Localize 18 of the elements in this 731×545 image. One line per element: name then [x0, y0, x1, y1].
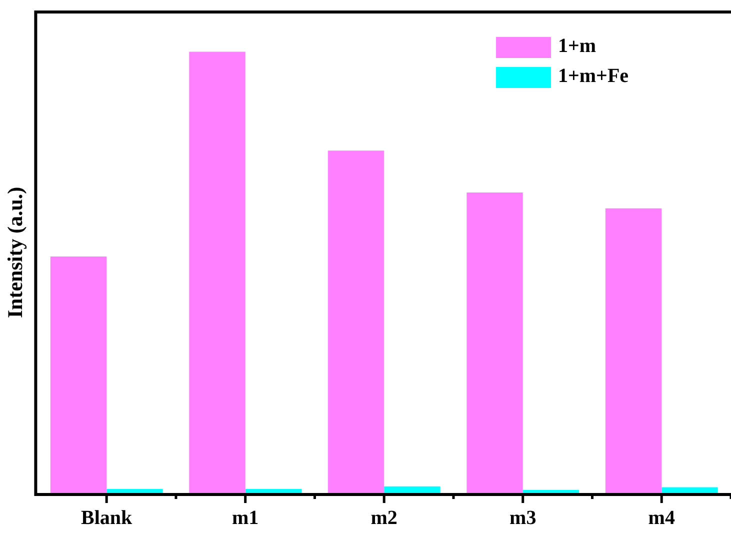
x-tick-label: m2 — [370, 507, 398, 530]
bar — [662, 487, 718, 493]
legend-label: 1+m+Fe — [558, 65, 629, 88]
x-tick-label: m3 — [510, 507, 536, 530]
bar — [466, 192, 523, 493]
x-tick-label: Blank — [81, 507, 134, 530]
x-tick-label: m4 — [648, 507, 675, 530]
y-axis-title: Intensity (a.u.) — [3, 186, 28, 318]
bar — [189, 52, 246, 493]
bar — [50, 256, 107, 493]
bar — [106, 489, 163, 493]
bar — [605, 208, 662, 493]
x-tick-label: m1 — [232, 507, 259, 530]
bar — [328, 150, 384, 493]
bar — [522, 490, 580, 493]
bar — [384, 486, 440, 493]
bar — [245, 489, 302, 493]
legend-label: 1+m — [558, 35, 596, 58]
